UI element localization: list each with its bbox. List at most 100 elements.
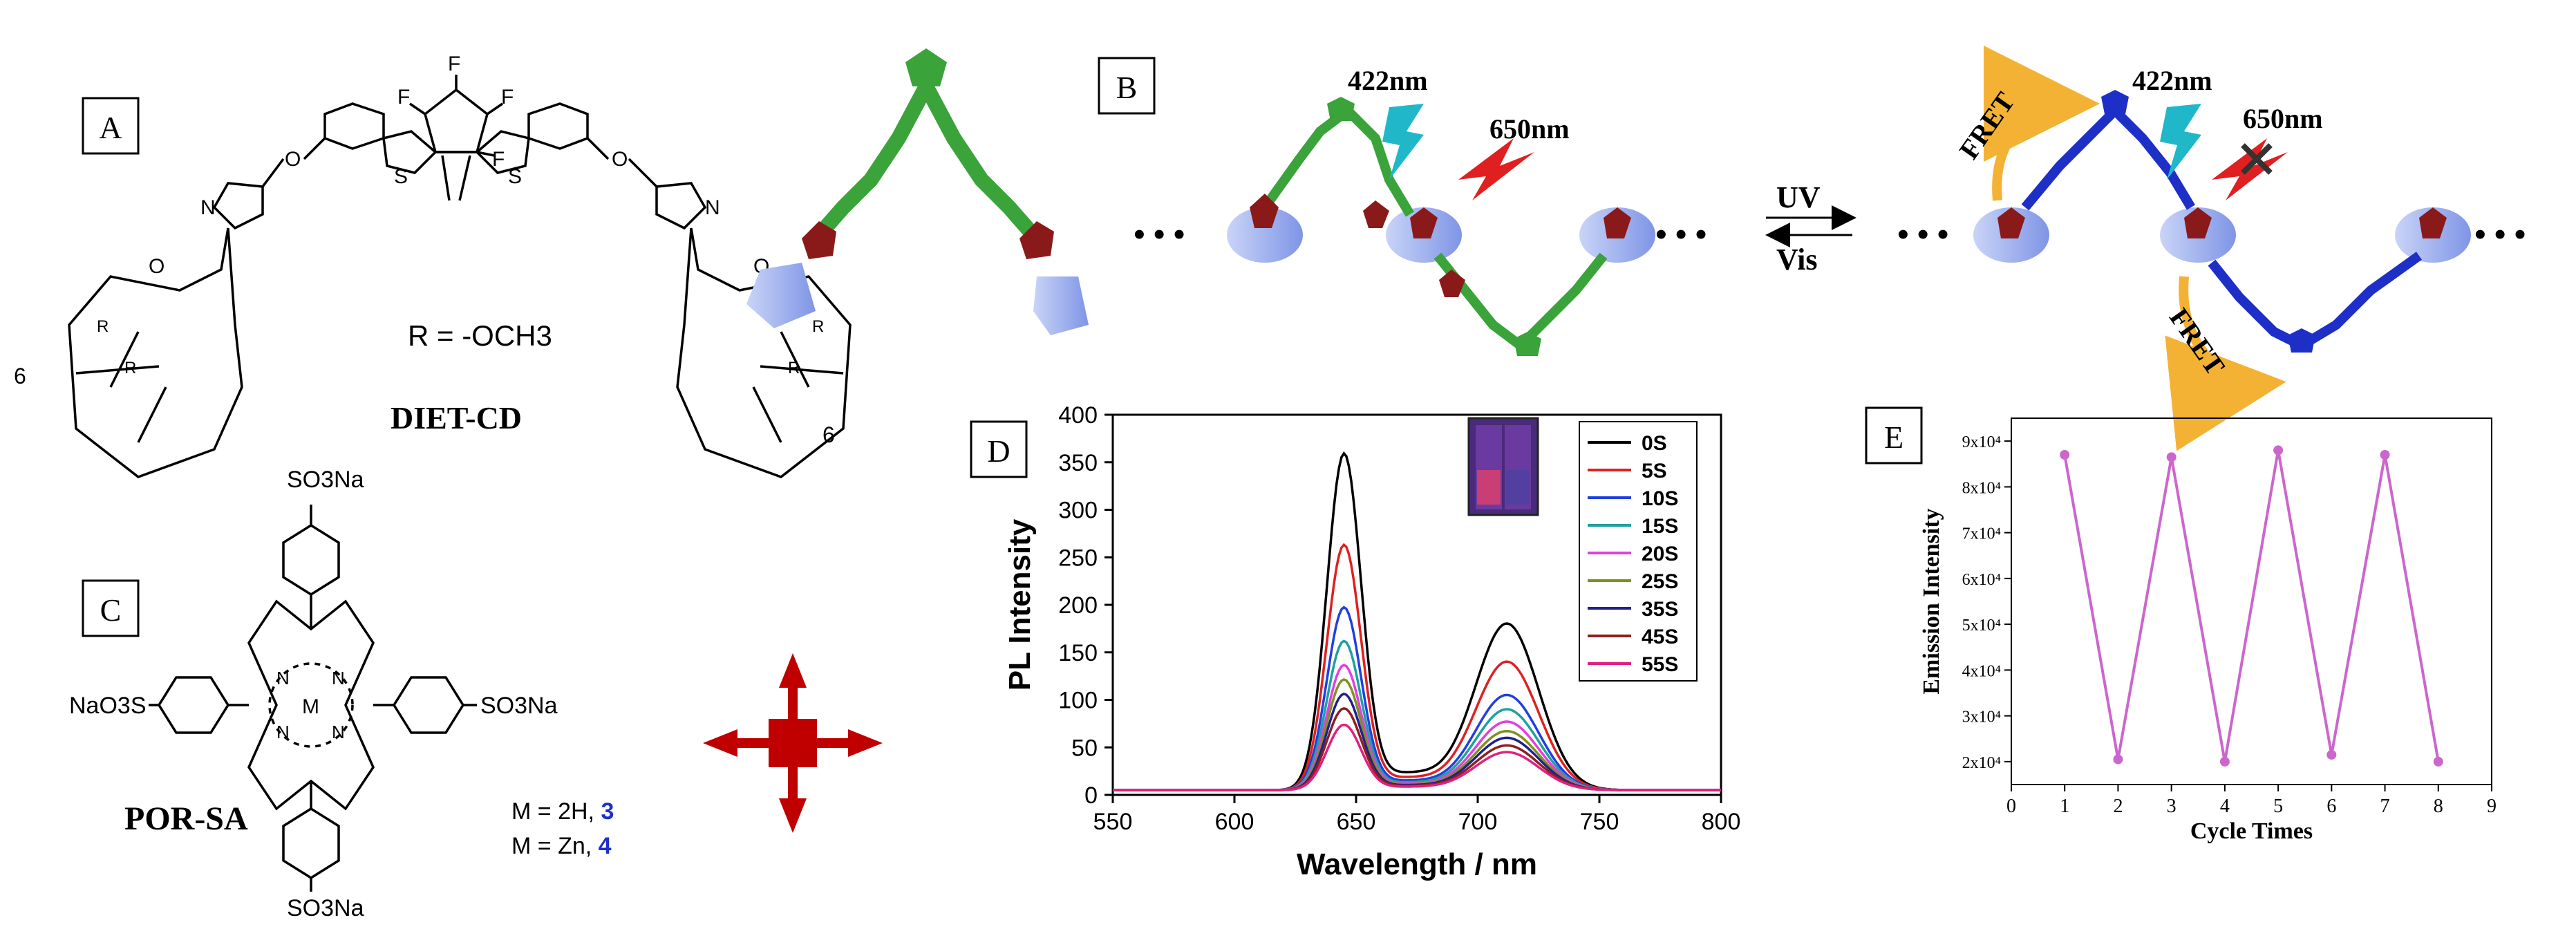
porphyrin-5 bbox=[1604, 207, 1631, 238]
panel-b: B • • • • • • • • • • • • 422nm 650nm UV bbox=[1098, 46, 2526, 451]
diet-atoms: F F F F S S O O N N O O R R R R 6 6 bbox=[14, 53, 835, 447]
cartoon-arm-left bbox=[813, 82, 933, 241]
wl-422-right: 422nm bbox=[2132, 65, 2212, 96]
y-tick-label-d-1: 50 bbox=[1071, 735, 1098, 761]
legend-label-55S: 55S bbox=[1642, 653, 1678, 676]
x-axis-label-e: Cycle Times bbox=[2190, 818, 2313, 844]
blue-chain-2 bbox=[2208, 252, 2423, 351]
cycle-chart: 0 1 2 3 4 5 6 7 8 9 2x10⁴ 3x10⁴ 4x10⁴ 5x10⁴ 6x10⁴ 7x10⁴… bbox=[1919, 417, 2497, 844]
metal-atom: M bbox=[302, 695, 319, 718]
series-line-55S bbox=[1113, 723, 1721, 791]
atom-o-right: O bbox=[612, 148, 628, 171]
y-tick-label-e-3: 5x10⁴ bbox=[1962, 617, 2001, 635]
por-sa-name: POR-SA bbox=[124, 800, 248, 837]
cycle-line bbox=[2063, 450, 2440, 762]
x-tick-label-d-1: 600 bbox=[1215, 809, 1254, 835]
ellipsis-mid-right: • • • bbox=[1897, 216, 1948, 253]
porphyrin-3 bbox=[1410, 207, 1438, 238]
x-tick-label-e-2: 2 bbox=[2113, 796, 2123, 817]
x-tick-label-e-6: 6 bbox=[2326, 796, 2336, 817]
fret-label-bottom: FRET bbox=[2163, 303, 2231, 381]
plot-frame-e bbox=[2011, 417, 2492, 785]
cartoon-cd-right bbox=[1033, 276, 1089, 335]
n-2: N bbox=[332, 668, 345, 688]
green-pentagon-2 bbox=[1514, 332, 1541, 356]
atom-o-left: O bbox=[285, 148, 301, 171]
x-axis-label-d: Wavelength / nm bbox=[1297, 847, 1537, 881]
diet-structure bbox=[68, 75, 852, 478]
y-tick-label-e-6: 8x10⁴ bbox=[1962, 479, 2001, 497]
cycle-point-1 bbox=[2060, 450, 2070, 460]
series-line-25S bbox=[1113, 678, 1721, 791]
diet-cd-cartoon bbox=[746, 48, 1089, 335]
cycle-point-5 bbox=[2273, 445, 2284, 456]
n-4: N bbox=[332, 722, 345, 742]
atom-o-cd-left: O bbox=[149, 255, 164, 278]
y-tick-label-e-2: 4x10⁴ bbox=[1962, 662, 2001, 680]
diet-cd-name: DIET-CD bbox=[391, 400, 522, 435]
x-tick-label-d-3: 700 bbox=[1458, 809, 1498, 835]
metal-line-1-text: M = 2H, bbox=[511, 798, 601, 825]
porphyrin-2 bbox=[1363, 200, 1389, 228]
y-tick-label-d-8: 400 bbox=[1058, 402, 1098, 429]
fret-arrow-bottom bbox=[2165, 276, 2286, 451]
cartoon-cd-left bbox=[746, 263, 816, 328]
x-tick-label-e-0: 0 bbox=[2006, 796, 2016, 817]
legend-label-35S: 35S bbox=[1642, 598, 1678, 621]
fret-arrow-top bbox=[1983, 46, 2100, 201]
atom-n-left: N bbox=[200, 196, 216, 219]
subscript-6-left: 6 bbox=[14, 364, 26, 388]
uv-label: UV bbox=[1776, 180, 1821, 214]
x-tick-label-d-0: 550 bbox=[1093, 809, 1133, 835]
panel-b-label-box bbox=[1098, 57, 1156, 115]
ellipsis-right: • • • bbox=[2474, 216, 2526, 253]
lightning-422-left bbox=[1382, 104, 1424, 180]
series-line-45S bbox=[1113, 706, 1721, 791]
r-label-2: R bbox=[124, 359, 136, 377]
cycle-point-4 bbox=[2219, 756, 2230, 767]
cycle-point-6 bbox=[2326, 749, 2337, 760]
panel-a-label: A bbox=[99, 110, 122, 145]
n-3: N bbox=[276, 722, 290, 742]
y-tick-label-d-3: 150 bbox=[1058, 640, 1098, 666]
green-pentagon-1 bbox=[1327, 97, 1355, 121]
legend-label-0S: 0S bbox=[1642, 432, 1667, 455]
porphyrin-4 bbox=[1439, 270, 1465, 297]
panel-e: E 0 1 2 3 4 5 6 7 8 9 2x10⁴ 3x10⁴ 4x10⁴ 5x10⁴ 6x10⁴ 7x1… bbox=[1865, 406, 2497, 844]
cartoon-pentagon bbox=[905, 48, 947, 86]
y-tick-label-d-4: 200 bbox=[1058, 592, 1098, 619]
atom-s-left: S bbox=[394, 165, 408, 188]
wl-650-left: 650nm bbox=[1489, 113, 1570, 144]
y-tick-label-e-7: 9x10⁴ bbox=[1962, 433, 2001, 451]
y-tick-label-d-2: 100 bbox=[1058, 688, 1098, 714]
y-axis-label-e: Emission Intensity bbox=[1919, 508, 1944, 694]
porphyrin-8 bbox=[2419, 207, 2447, 238]
so3na-bottom: SO3Na bbox=[287, 895, 364, 921]
blocked-x-icon bbox=[2241, 143, 2273, 175]
panel-c: C SO3Na SO3Na SO3Na NaO3S bbox=[69, 467, 883, 921]
pl-spectrum-chart: 550 600 650 700 750 800 0 50 100 150 200 250 300 350 4… bbox=[1003, 402, 1740, 881]
atom-f-1: F bbox=[448, 53, 460, 75]
cycle-point-3 bbox=[2166, 452, 2177, 462]
x-tick-label-e-1: 1 bbox=[2060, 796, 2069, 817]
panel-d: D 550 600 650 700 750 800 0 50 100 150 200 250 300 35… bbox=[970, 402, 1740, 881]
r-label-3: R bbox=[812, 317, 824, 336]
y-tick-label-e-5: 7x10⁴ bbox=[1962, 525, 2001, 543]
metal-line-1: M = 2H, 3 bbox=[511, 798, 614, 825]
lightning-422-right bbox=[2160, 104, 2201, 180]
r-definition: R = -OCH3 bbox=[408, 319, 552, 352]
cycle-point-2 bbox=[2113, 754, 2123, 764]
x-tick-label-e-9: 9 bbox=[2487, 796, 2497, 817]
compound-3-number: 3 bbox=[601, 798, 614, 825]
porphyrin-atoms: SO3Na SO3Na SO3Na NaO3S M N N N N bbox=[69, 467, 558, 921]
y-tick-label-d-5: 250 bbox=[1058, 545, 1098, 571]
subscript-6-right: 6 bbox=[822, 422, 835, 447]
x-tick-label-d-4: 750 bbox=[1580, 809, 1619, 835]
so3na-right: SO3Na bbox=[480, 693, 558, 719]
panel-e-label: E bbox=[1884, 420, 1903, 455]
ellipsis-mid-left: • • • bbox=[1655, 216, 1707, 253]
vis-label: Vis bbox=[1776, 243, 1818, 276]
wl-650-right: 650nm bbox=[2243, 103, 2323, 134]
atom-f-3: F bbox=[501, 86, 514, 109]
